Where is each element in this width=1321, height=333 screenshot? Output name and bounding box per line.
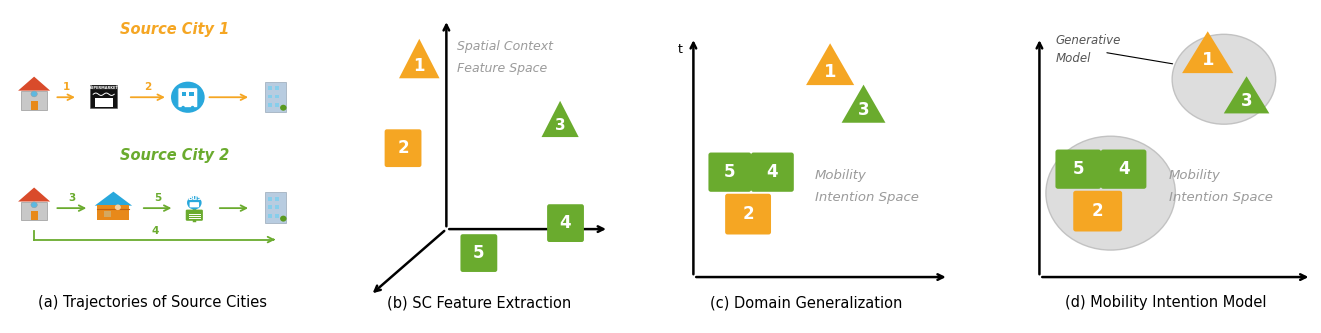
Text: Source City 2: Source City 2 <box>120 148 230 163</box>
FancyBboxPatch shape <box>461 234 497 272</box>
FancyBboxPatch shape <box>264 82 285 112</box>
Polygon shape <box>399 39 440 78</box>
Text: 2: 2 <box>742 205 754 223</box>
Ellipse shape <box>1172 34 1276 124</box>
Text: 3: 3 <box>1240 93 1252 111</box>
Text: 5: 5 <box>155 193 161 203</box>
Text: (c) Domain Generalization: (c) Domain Generalization <box>709 295 902 310</box>
Text: Model: Model <box>1055 52 1091 65</box>
Circle shape <box>170 82 205 113</box>
Text: Intention Space: Intention Space <box>815 191 919 204</box>
Circle shape <box>190 106 194 109</box>
Text: Source City 1: Source City 1 <box>120 22 230 37</box>
FancyBboxPatch shape <box>190 202 199 207</box>
FancyBboxPatch shape <box>275 214 279 217</box>
Text: Generative: Generative <box>1055 34 1122 47</box>
FancyBboxPatch shape <box>1073 191 1122 231</box>
Polygon shape <box>18 187 50 201</box>
FancyBboxPatch shape <box>268 197 272 201</box>
Circle shape <box>181 106 185 109</box>
FancyBboxPatch shape <box>189 92 194 97</box>
Text: 2: 2 <box>144 82 152 92</box>
FancyBboxPatch shape <box>91 85 116 91</box>
Text: 3: 3 <box>857 102 869 120</box>
Text: 4: 4 <box>560 214 572 232</box>
Polygon shape <box>18 77 50 91</box>
FancyBboxPatch shape <box>21 91 48 110</box>
Circle shape <box>30 202 37 208</box>
Text: 2: 2 <box>1092 202 1103 220</box>
Text: Bus: Bus <box>188 195 202 201</box>
FancyBboxPatch shape <box>95 98 112 107</box>
FancyBboxPatch shape <box>384 129 421 167</box>
Text: t: t <box>678 43 682 56</box>
Polygon shape <box>1223 76 1269 114</box>
FancyBboxPatch shape <box>275 103 279 107</box>
FancyBboxPatch shape <box>103 211 111 217</box>
Ellipse shape <box>1046 136 1176 250</box>
Circle shape <box>280 216 287 222</box>
Text: (a) Trajectories of Source Cities: (a) Trajectories of Source Cities <box>38 295 267 310</box>
FancyBboxPatch shape <box>275 205 279 209</box>
Text: 1: 1 <box>1202 51 1214 69</box>
FancyBboxPatch shape <box>264 192 285 223</box>
FancyBboxPatch shape <box>708 153 752 192</box>
FancyBboxPatch shape <box>725 194 771 234</box>
Text: 5: 5 <box>1073 160 1085 178</box>
Text: 3: 3 <box>69 193 75 203</box>
FancyBboxPatch shape <box>268 205 272 209</box>
FancyBboxPatch shape <box>30 211 38 220</box>
Text: 4: 4 <box>1118 160 1129 178</box>
FancyBboxPatch shape <box>268 95 272 99</box>
Polygon shape <box>841 85 885 123</box>
FancyBboxPatch shape <box>90 85 118 109</box>
FancyBboxPatch shape <box>178 88 198 108</box>
Text: 5: 5 <box>473 244 485 262</box>
Text: Mobility: Mobility <box>1169 168 1221 182</box>
Text: 1: 1 <box>62 82 70 92</box>
Text: 5: 5 <box>724 163 736 181</box>
Polygon shape <box>806 43 855 85</box>
FancyBboxPatch shape <box>268 103 272 107</box>
Text: (d) Mobility Intention Model: (d) Mobility Intention Model <box>1065 295 1267 310</box>
Text: 3: 3 <box>555 118 565 133</box>
Text: (b) SC Feature Extraction: (b) SC Feature Extraction <box>387 295 571 310</box>
Circle shape <box>115 204 122 210</box>
Circle shape <box>30 91 37 97</box>
FancyBboxPatch shape <box>1055 150 1102 189</box>
FancyBboxPatch shape <box>268 214 272 217</box>
FancyBboxPatch shape <box>182 92 186 97</box>
FancyBboxPatch shape <box>21 201 48 220</box>
Text: 4: 4 <box>766 163 778 181</box>
Circle shape <box>188 196 202 209</box>
Text: Spatial Context: Spatial Context <box>457 40 553 53</box>
Text: SUPERMARKET: SUPERMARKET <box>89 86 119 90</box>
Polygon shape <box>542 101 579 137</box>
FancyBboxPatch shape <box>30 101 38 110</box>
FancyBboxPatch shape <box>750 153 794 192</box>
FancyBboxPatch shape <box>275 197 279 201</box>
FancyBboxPatch shape <box>275 86 279 90</box>
Polygon shape <box>95 192 132 206</box>
FancyBboxPatch shape <box>275 95 279 99</box>
FancyBboxPatch shape <box>547 204 584 242</box>
FancyBboxPatch shape <box>186 210 203 221</box>
Text: Feature Space: Feature Space <box>457 62 547 75</box>
FancyBboxPatch shape <box>98 205 129 220</box>
Text: 1: 1 <box>824 63 836 81</box>
Text: Intention Space: Intention Space <box>1169 191 1272 204</box>
FancyBboxPatch shape <box>1100 150 1147 189</box>
Polygon shape <box>1182 31 1234 73</box>
Text: Mobility: Mobility <box>815 168 867 182</box>
Circle shape <box>280 105 287 111</box>
Text: 4: 4 <box>152 226 159 236</box>
FancyBboxPatch shape <box>268 86 272 90</box>
Text: 2: 2 <box>398 139 410 157</box>
Text: 1: 1 <box>413 57 425 75</box>
